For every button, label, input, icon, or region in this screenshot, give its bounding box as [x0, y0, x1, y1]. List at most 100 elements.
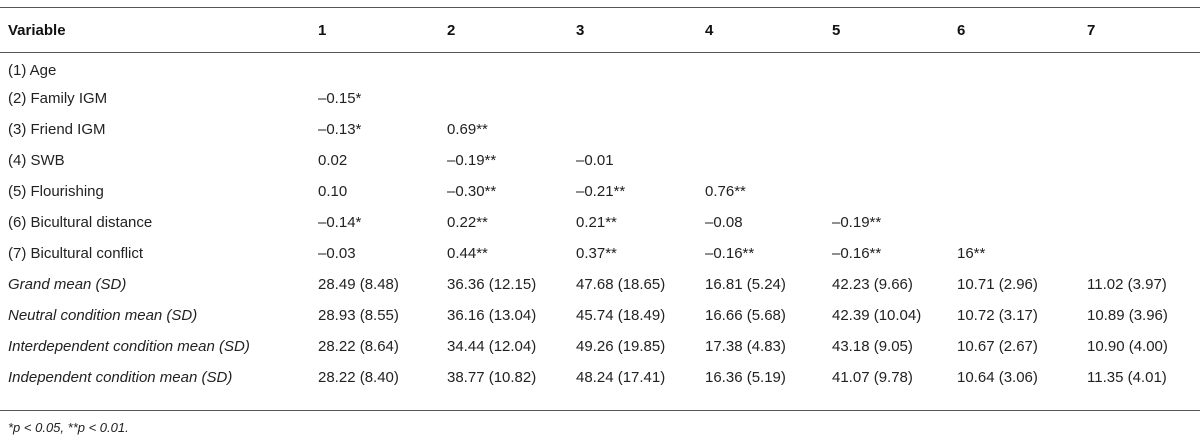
- table-cell: –0.13*: [318, 121, 362, 138]
- table-row: Neutral condition mean (SD) 28.93 (8.55) 3…: [0, 300, 1200, 331]
- row-label: (3) Friend IGM: [8, 121, 106, 138]
- bottom-rule: [0, 410, 1200, 411]
- table-row: (4) SWB 0.02 –0.19** –0.01: [0, 145, 1200, 176]
- table-row: Grand mean (SD) 28.49 (8.48) 36.36 (12.15)…: [0, 269, 1200, 300]
- table-cell: [824, 176, 949, 207]
- table-cell: 48.24 (17.41): [576, 369, 666, 386]
- header-cell-2: 2: [447, 21, 456, 39]
- header-cell-1: 1: [318, 21, 327, 39]
- header-cell-3: 3: [576, 21, 585, 39]
- table-cell: [824, 145, 949, 176]
- table-cell: 0.21**: [576, 214, 617, 231]
- table-cell: 10.90 (4.00): [1087, 338, 1168, 355]
- table-cell: [1079, 145, 1200, 176]
- table-cell: 16.81 (5.24): [705, 276, 786, 293]
- table-cell: –0.16**: [832, 245, 882, 262]
- table-cell: [697, 114, 824, 145]
- table-row: (2) Family IGM –0.15*: [0, 83, 1200, 114]
- table-cell: 38.77 (10.82): [447, 369, 537, 386]
- table-cell: 10.67 (2.67): [957, 338, 1038, 355]
- table-cell: 16**: [957, 245, 986, 262]
- row-label: (5) Flourishing: [8, 183, 104, 200]
- row-label: (2) Family IGM: [8, 90, 108, 107]
- table-cell: –0.16**: [705, 245, 755, 262]
- table-cell: 28.49 (8.48): [318, 276, 399, 293]
- table-cell: [1079, 114, 1200, 145]
- table-row: Interdependent condition mean (SD) 28.22 …: [0, 331, 1200, 362]
- table-cell: [949, 114, 1079, 145]
- table-cell: [949, 52, 1079, 83]
- table-cell: [697, 83, 824, 114]
- table-cell: [1079, 83, 1200, 114]
- table-cell: 16.66 (5.68): [705, 307, 786, 324]
- table-cell: 16.36 (5.19): [705, 369, 786, 386]
- table-row: Independent condition mean (SD) 28.22 (8.…: [0, 362, 1200, 393]
- top-rule: [0, 7, 1200, 8]
- row-label: (1) Age: [8, 62, 57, 79]
- correlation-table: Variable 1 2 3 4 5 6 7 (1) Age (2) Family…: [0, 8, 1200, 393]
- table-cell: 36.36 (12.15): [447, 276, 537, 293]
- table-cell: [824, 114, 949, 145]
- table-cell: 0.44**: [447, 245, 488, 262]
- table-cell: [949, 83, 1079, 114]
- header-cell-variable: Variable: [8, 21, 66, 39]
- table-cell: 0.69**: [447, 121, 488, 138]
- table-cell: [439, 52, 568, 83]
- table-cell: –0.15*: [318, 90, 362, 107]
- table-cell: –0.19**: [447, 152, 497, 169]
- table-cell: 10.64 (3.06): [957, 369, 1038, 386]
- row-label: Independent condition mean (SD): [8, 369, 233, 386]
- table-cell: [697, 52, 824, 83]
- table-cell: 49.26 (19.85): [576, 338, 666, 355]
- table-cell: [310, 52, 439, 83]
- table-cell: 36.16 (13.04): [447, 307, 537, 324]
- table-cell: –0.19**: [832, 214, 882, 231]
- table-cell: 43.18 (9.05): [832, 338, 913, 355]
- table-cell: 17.38 (4.83): [705, 338, 786, 355]
- table-row: (3) Friend IGM –0.13* 0.69**: [0, 114, 1200, 145]
- table-cell: –0.01: [576, 152, 614, 169]
- row-label: Interdependent condition mean (SD): [8, 338, 250, 355]
- table-cell: 0.37**: [576, 245, 617, 262]
- table-cell: 10.71 (2.96): [957, 276, 1038, 293]
- table-cell: [1079, 238, 1200, 269]
- row-label: Grand mean (SD): [8, 276, 127, 293]
- table-cell: [824, 83, 949, 114]
- table-cell: [949, 176, 1079, 207]
- table-cell: –0.14*: [318, 214, 362, 231]
- table-cell: 28.22 (8.64): [318, 338, 399, 355]
- table-cell: 45.74 (18.49): [576, 307, 666, 324]
- header-cell-7: 7: [1087, 21, 1096, 39]
- table-cell: –0.21**: [576, 183, 626, 200]
- header-cell-5: 5: [832, 21, 841, 39]
- table-cell: [949, 207, 1079, 238]
- table-cell: 0.76**: [705, 183, 746, 200]
- table-cell: 10.72 (3.17): [957, 307, 1038, 324]
- row-label: Neutral condition mean (SD): [8, 307, 198, 324]
- table-cell: [568, 114, 697, 145]
- header-cell-6: 6: [957, 21, 966, 39]
- row-label: (7) Bicultural conflict: [8, 245, 144, 262]
- table-cell: 42.23 (9.66): [832, 276, 913, 293]
- table-cell: [568, 52, 697, 83]
- table-cell: [1079, 176, 1200, 207]
- header-cell-4: 4: [705, 21, 714, 39]
- table-cell: [824, 52, 949, 83]
- table-cell: 41.07 (9.78): [832, 369, 913, 386]
- table-cell: [1079, 52, 1200, 83]
- table-cell: 28.93 (8.55): [318, 307, 399, 324]
- table-cell: 11.02 (3.97): [1087, 276, 1167, 293]
- table-cell: [949, 145, 1079, 176]
- table-cell: 10.89 (3.96): [1087, 307, 1168, 324]
- table-row: (6) Bicultural distance –0.14* 0.22** 0.21*…: [0, 207, 1200, 238]
- table-cell: –0.08: [705, 214, 743, 231]
- table-cell: 28.22 (8.40): [318, 369, 399, 386]
- table-cell: [568, 83, 697, 114]
- table-cell: 47.68 (18.65): [576, 276, 666, 293]
- table-cell: [697, 145, 824, 176]
- table-cell: 34.44 (12.04): [447, 338, 537, 355]
- table-cell: [439, 83, 568, 114]
- footnote: *p < 0.05, **p < 0.01.: [8, 420, 129, 435]
- table-cell: 0.22**: [447, 214, 488, 231]
